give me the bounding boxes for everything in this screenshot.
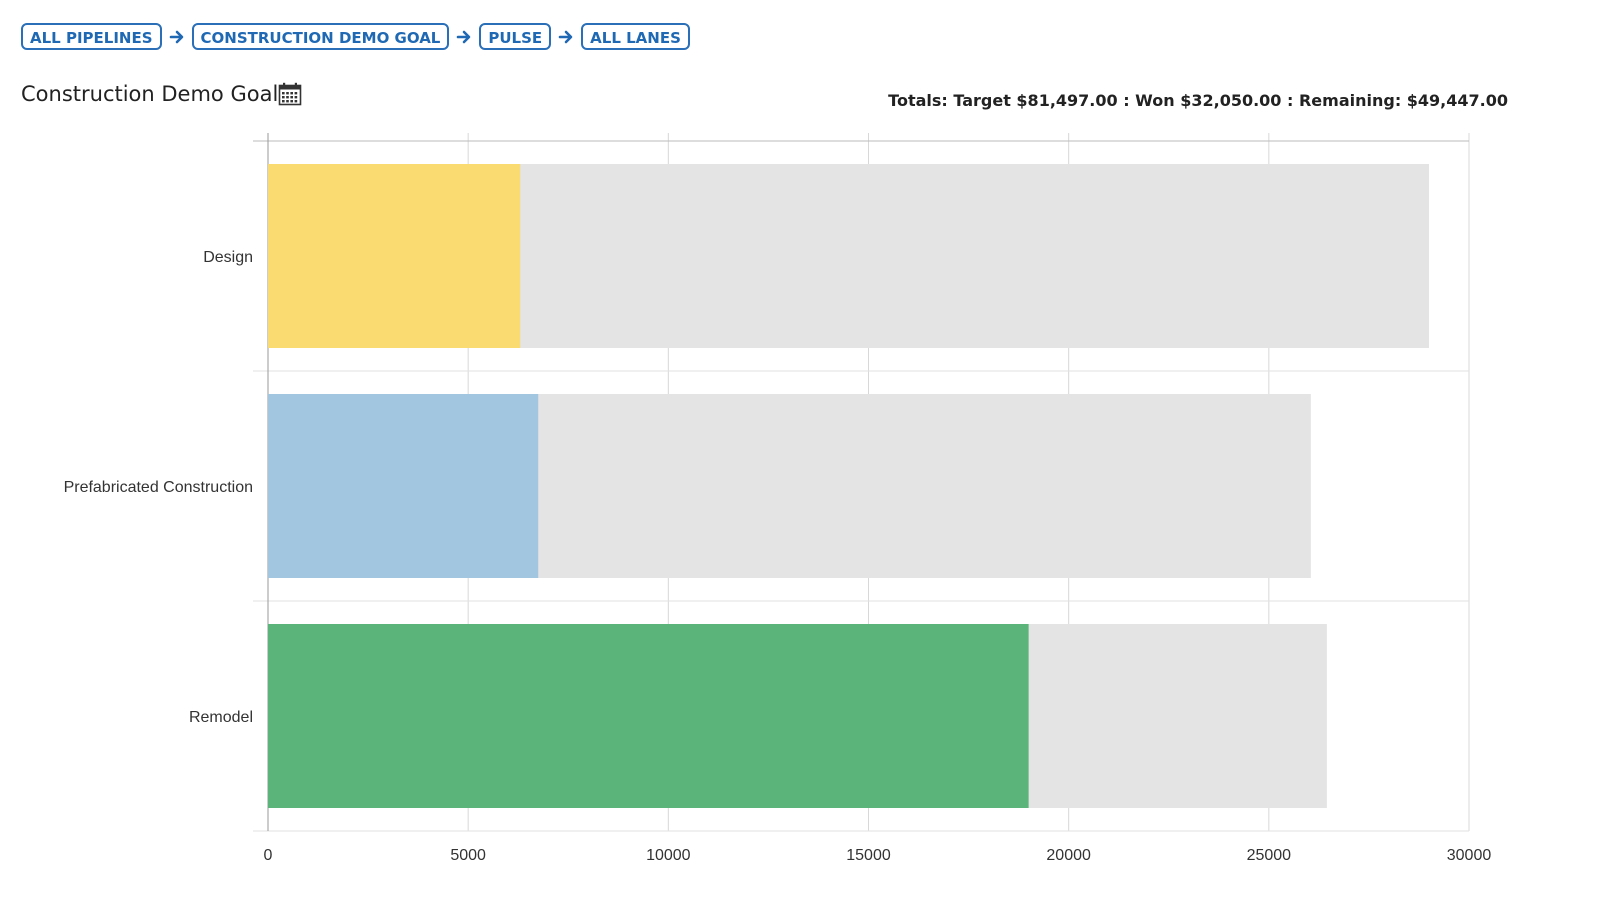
won-bar-2 <box>268 624 1029 808</box>
category-label-2: Remodel <box>189 709 253 726</box>
breadcrumb-construction-demo-goal[interactable]: CONSTRUCTION DEMO GOAL <box>191 23 450 50</box>
page-title: Construction Demo Goal <box>21 82 279 106</box>
x-tick-label-3: 15000 <box>846 847 891 864</box>
x-tick-label-1: 5000 <box>450 847 486 864</box>
breadcrumb: ALL PIPELINES CONSTRUCTION DEMO GOAL PUL… <box>21 23 690 50</box>
x-tick-label-0: 0 <box>264 847 273 864</box>
category-label-0: Design <box>203 249 253 266</box>
x-tick-label-4: 20000 <box>1046 847 1091 864</box>
x-tick-label-5: 25000 <box>1247 847 1292 864</box>
won-bar-0 <box>268 164 521 348</box>
category-label-1: Prefabricated Construction <box>64 479 253 496</box>
breadcrumb-all-pipelines[interactable]: ALL PIPELINES <box>21 23 162 50</box>
x-tick-label-2: 10000 <box>646 847 691 864</box>
x-tick-label-6: 30000 <box>1447 847 1492 864</box>
totals-summary: Totals: Target $81,497.00 : Won $32,050.… <box>888 91 1508 110</box>
arrow-right-icon <box>551 29 581 45</box>
arrow-right-icon <box>449 29 479 45</box>
breadcrumb-pulse[interactable]: PULSE <box>479 23 552 50</box>
arrow-right-icon <box>162 29 192 45</box>
won-bar-1 <box>268 394 539 578</box>
calendar-icon[interactable] <box>278 82 302 106</box>
breadcrumb-all-lanes[interactable]: ALL LANES <box>581 23 690 50</box>
